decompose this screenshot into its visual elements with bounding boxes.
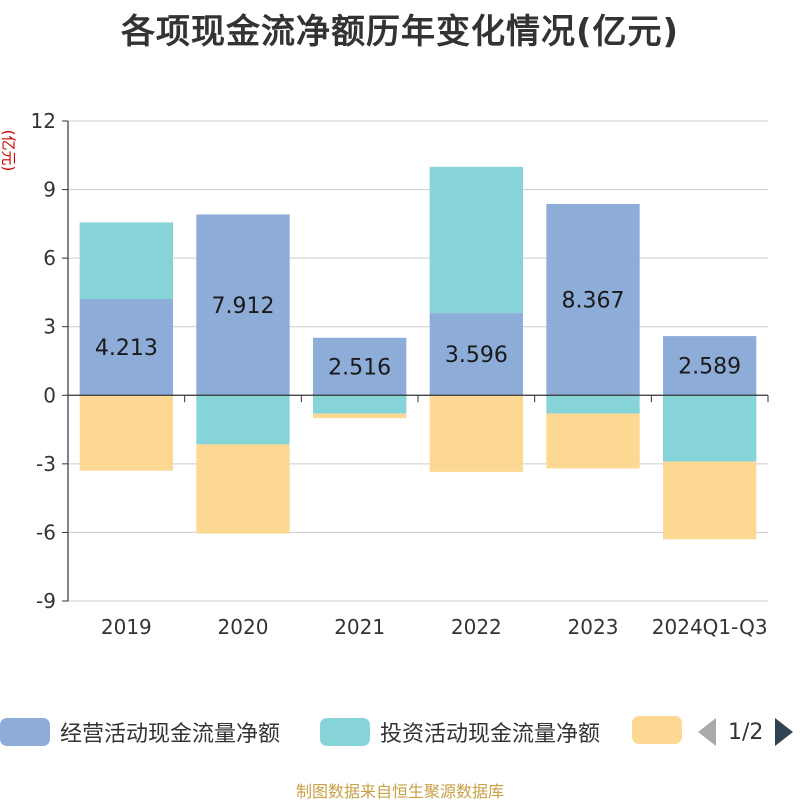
bar-2023-series-1 [546,395,640,414]
legend-label-investing: 投资活动现金流量净额 [380,722,601,747]
data-label-2021: 2.516 [328,356,391,381]
chart-title: 各项现金流净额历年变化情况(亿元) [120,12,680,52]
x-tick-label: 2023 [568,615,619,639]
bar-2024Q1-Q3-series-1 [663,395,757,462]
bar-2020-series-2 [196,444,290,534]
bar-2021-series-2 [313,413,407,419]
bar-2019-series-2 [79,395,173,471]
y-tick-label: 12 [31,109,56,133]
legend-label-operating: 经营活动现金流量净额 [60,722,281,747]
x-tick-label: 2021 [334,615,385,639]
bar-2021-series-1 [313,395,407,414]
bar-2024Q1-Q3-series-2 [663,461,757,540]
legend: 经营活动现金流量净额 投资活动现金流量净额 [0,716,800,752]
bar-2021-series-0 [313,337,407,396]
legend-swatch-investing [320,718,370,746]
bars [79,166,757,540]
x-tick-label: 2022 [451,615,502,639]
y-tick-label: -3 [36,452,56,476]
y-tick-label: 3 [43,315,56,339]
legend-swatch-financing [632,716,682,744]
legend-item-financing[interactable] [632,716,692,744]
bar-2022-series-0 [429,313,523,396]
legend-item-operating[interactable]: 经营活动现金流量净额 [0,716,280,748]
x-tick-label: 2024Q1-Q3 [652,615,768,639]
gridlines [68,120,768,602]
legend-page-indicator: 1/2 [728,719,764,745]
bar-2020-series-0 [196,214,290,396]
legend-swatch-operating [0,718,50,746]
bar-2024Q1-Q3-series-0 [663,336,757,396]
bar-2019-series-0 [79,298,173,396]
x-tick-label: 2020 [218,615,269,639]
bar-2023-series-0 [546,204,640,396]
data-label-2019: 4.213 [95,336,158,361]
x-tick-label: 2019 [101,615,152,639]
bar-2022-series-2 [429,395,523,472]
y-tick-label: -9 [36,589,56,613]
y-tick-label: 6 [43,246,56,270]
bar-2020-series-1 [196,395,290,445]
bar-2019-series-1 [79,222,173,299]
legend-prev-page-icon[interactable] [698,718,716,746]
data-source-footer: 制图数据来自恒生聚源数据库 [295,782,504,801]
data-label-2020: 7.912 [212,294,275,319]
data-label-2022: 3.596 [445,343,508,368]
legend-pager: 1/2 [698,718,794,746]
y-tick-label: 0 [43,383,56,407]
legend-next-page-icon[interactable] [775,718,794,746]
data-labels: 4.213 7.912 2.516 3.596 8.367 2.589 [95,289,741,381]
data-label-2024Q1-Q3: 2.589 [678,355,741,380]
axes: 12 9 6 3 0 -3 -6 -9 2019 2020 2021 2022 2023 2024Q1-Q… [31,109,769,639]
data-label-2023: 8.367 [562,289,625,314]
legend-item-investing[interactable]: 投资活动现金流量净额 [320,716,600,748]
chart-plot-area: 12 9 6 3 0 -3 -6 -9 2019 2020 2021 2022 2023 2024Q1-Q… [31,109,769,639]
y-tick-label: 9 [43,178,56,202]
bar-2022-series-1 [429,166,523,314]
y-tick-label: -6 [36,520,56,544]
bar-2023-series-2 [546,413,640,469]
